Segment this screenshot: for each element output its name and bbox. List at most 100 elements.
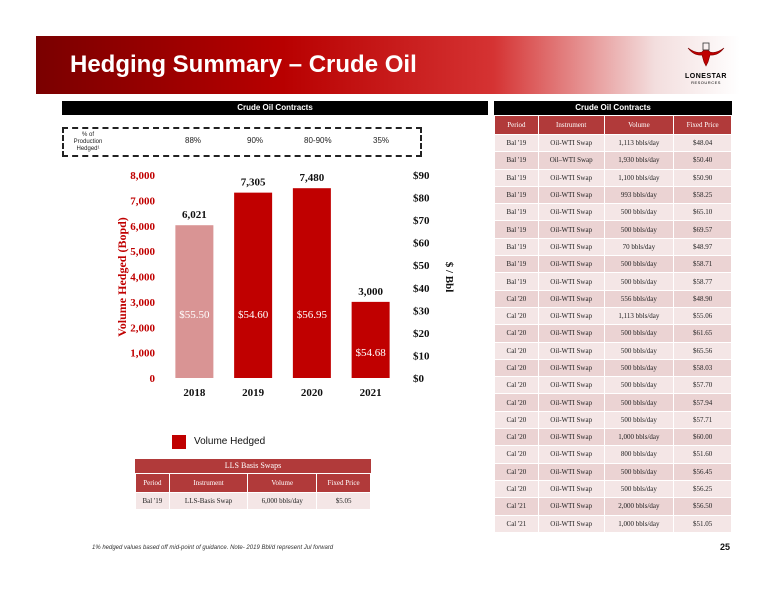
y2-tick-label: $70 [413,215,430,227]
table-cell: $56.45 [673,462,732,481]
table-cell: Bal '19 [494,203,539,222]
x-tick-label: 2018 [183,387,206,399]
table-cell: 1,113 bbls/day [603,133,675,153]
lls-col-fixed-price: Fixed Price [316,473,371,493]
table-row: Cal '20 Oil-WTI Swap 500 bbls/day $57.71 [494,410,732,430]
table-cell: $65.56 [673,341,732,360]
table-cell: Bal '19 [494,133,539,153]
bar-value-label: 6,021 [182,209,207,221]
table-cell: Oil-WTI Swap [537,393,605,412]
col-period: Period [494,115,539,135]
table-cell: Cal '20 [494,393,539,412]
table-cell: 500 bbls/day [603,393,675,412]
table-cell: Oil-WTI Swap [537,410,605,430]
table-row: Cal '20 Oil-WTI Swap 500 bbls/day $57.70 [494,376,732,395]
table-row: Bal '19 Oil–WTI Swap 1,930 bbls/day $50.40 [494,151,732,170]
table-cell: $5.05 [316,491,371,511]
lls-col-volume: Volume [247,473,318,493]
legend-swatch [172,435,186,449]
table-cell: Oil-WTI Swap [537,428,605,447]
table-cell: 500 bbls/day [603,410,675,430]
table-cell: Cal '20 [494,462,539,481]
table-cell: $48.90 [673,289,732,308]
table-cell: Oil-WTI Swap [537,445,605,464]
y-tick-label: 2,000 [130,322,155,334]
table-cell: $56.25 [673,479,732,499]
bar [351,301,390,378]
page-title: Hedging Summary – Crude Oil [70,51,417,78]
hedged-pct-2021: 35% [373,136,390,145]
table-cell: 500 bbls/day [603,220,675,239]
table-cell: 500 bbls/day [603,203,675,222]
table-cell: $60.00 [673,428,732,447]
table-cell: Cal '21 [494,497,539,516]
bar-price-label: $55.50 [179,309,210,321]
table-cell: Oil-WTI Swap [537,289,605,308]
right-section-header: Crude Oil Contracts [494,101,732,115]
table-row: Bal '19 Oil-WTI Swap 500 bbls/day $65.10 [494,203,732,222]
y2-tick-label: $90 [413,170,430,182]
table-cell: $57.71 [673,410,732,430]
y-tick-label: 1,000 [130,348,155,360]
table-cell: Oil-WTI Swap [537,497,605,516]
table-cell: 6,000 bbls/day [247,491,318,511]
y-tick-label: 3,000 [130,297,155,309]
y2-tick-label: $10 [413,350,430,362]
legend-label: Volume Hedged [194,436,266,447]
table-row: Cal '21 Oil-WTI Swap 1,000 bbls/day $51.05 [494,514,732,533]
table-cell: Oil-WTI Swap [537,255,605,274]
bar [234,192,273,378]
hedged-pct-2018: 88% [185,136,202,145]
col-instrument: Instrument [537,115,605,135]
col-fixed-price: Fixed Price [673,115,732,135]
y2-tick-label: $0 [413,373,425,385]
table-cell: Oil-WTI Swap [537,272,605,291]
table-cell: 800 bbls/day [603,445,675,464]
table-cell: 70 bbls/day [603,237,675,257]
y-tick-label: 0 [150,373,156,385]
table-row: Bal '19 Oil-WTI Swap 500 bbls/day $69.57 [494,220,732,239]
y-axis-title: Volume Hedged (Bopd) [115,217,129,337]
table-row: Bal '19 Oil-WTI Swap 500 bbls/day $58.77 [494,272,732,291]
table-cell: 993 bbls/day [603,185,675,205]
table-row: Bal '19 Oil-WTI Swap 500 bbls/day $58.71 [494,255,732,274]
table-cell: Cal '20 [494,341,539,360]
table-cell: $65.10 [673,203,732,222]
table-cell: $51.05 [673,514,732,533]
table-cell: Oil-WTI Swap [537,306,605,326]
table-cell: Cal '20 [494,306,539,326]
table-row: Cal '20 Oil-WTI Swap 500 bbls/day $61.65 [494,324,732,343]
table-cell: Oil-WTI Swap [537,220,605,239]
table-cell: $58.77 [673,272,732,291]
bar-value-label: 7,480 [300,172,325,184]
table-cell: 500 bbls/day [603,462,675,481]
hedged-pct-2020: 80-90% [304,136,332,145]
table-cell: 1,113 bbls/day [603,306,675,326]
y-tick-label: 7,000 [130,195,155,207]
lls-col-period: Period [135,473,170,493]
table-cell: Cal '20 [494,410,539,430]
table-row: Cal '20 Oil-WTI Swap 1,000 bbls/day $60.00 [494,428,732,447]
bar-price-label: $56.95 [297,309,328,321]
table-cell: 2,000 bbls/day [603,497,675,516]
table-row: Cal '20 Oil-WTI Swap 500 bbls/day $58.03 [494,358,732,378]
logo-name: LONESTAR [685,73,727,80]
table-row: Cal '20 Oil-WTI Swap 800 bbls/day $51.60 [494,445,732,464]
table-cell: 500 bbls/day [603,376,675,395]
y2-tick-label: $20 [413,328,430,340]
table-cell: 1,930 bbls/day [603,151,675,170]
page-number: 25 [720,542,731,552]
bar-price-label: $54.60 [238,309,269,321]
table-row: Cal '20 Oil-WTI Swap 556 bbls/day $48.90 [494,289,732,308]
table-row: Bal '19 Oil-WTI Swap 70 bbls/day $48.97 [494,237,732,257]
col-volume: Volume [603,115,675,135]
table-cell: Oil-WTI Swap [537,203,605,222]
table-cell: Cal '20 [494,324,539,343]
table-cell: $61.65 [673,324,732,343]
bar [292,188,331,378]
lls-basis-table: Period Instrument Volume Fixed Price Bal… [135,473,371,511]
table-row: Bal '19 Oil-WTI Swap 1,113 bbls/day $48.04 [494,133,732,153]
table-cell: Bal '19 [494,168,539,187]
table-cell: $58.71 [673,255,732,274]
lls-table-title: LLS Basis Swaps [135,459,371,473]
